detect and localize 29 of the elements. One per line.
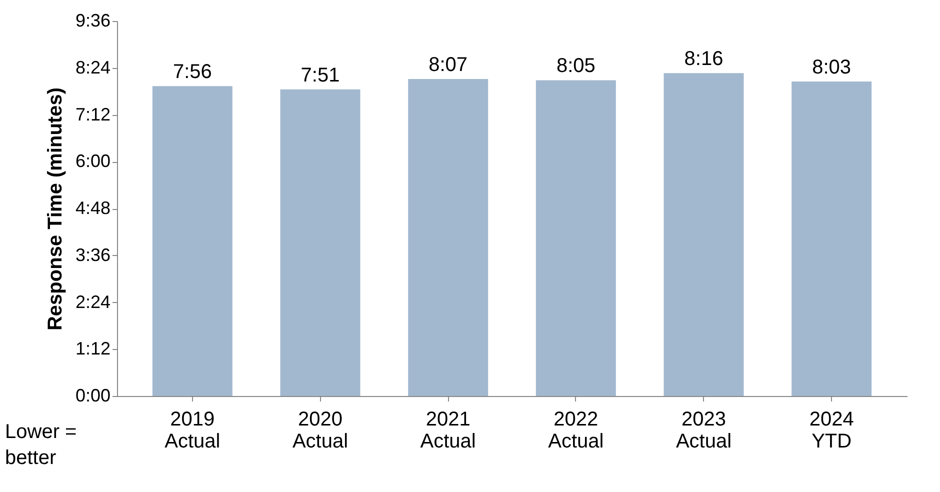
y-tick-label: 2:24	[75, 292, 110, 312]
y-tick-label: 7:12	[75, 104, 110, 124]
x-tick-label: 2024 YTD	[809, 408, 854, 452]
data-label: 8:16	[684, 48, 724, 70]
x-tick-label: 2021 Actual	[420, 408, 476, 452]
y-tick-label: 3:36	[75, 244, 110, 265]
y-tick-label: 1:12	[75, 338, 110, 359]
bar	[664, 73, 744, 396]
x-tick-label: 2020 Actual	[292, 408, 348, 452]
x-tick-label: 2022 Actual	[548, 408, 604, 452]
bar	[152, 86, 232, 396]
y-axis-title: Response Time (minutes)	[44, 87, 66, 331]
data-label: 8:05	[556, 55, 596, 78]
data-label: 7:56	[172, 61, 212, 84]
bar	[536, 80, 616, 396]
bar	[408, 78, 488, 396]
x-tick-label: 2023 Actual	[676, 408, 732, 452]
x-tick-label: 2019 Actual	[164, 408, 220, 452]
y-tick-label: 0:00	[75, 386, 110, 406]
data-label: 7:51	[300, 64, 340, 86]
bar	[280, 89, 360, 396]
y-tick-label: 4:48	[75, 198, 110, 218]
text: Lower = better	[5, 421, 77, 469]
y-tick-label: 9:36	[75, 10, 110, 30]
y-tick-label: 8:24	[75, 57, 110, 78]
data-label: 8:03	[812, 56, 852, 79]
y-tick-label: 6:00	[75, 151, 110, 172]
data-label: 8:07	[428, 54, 468, 76]
bar	[792, 82, 872, 396]
